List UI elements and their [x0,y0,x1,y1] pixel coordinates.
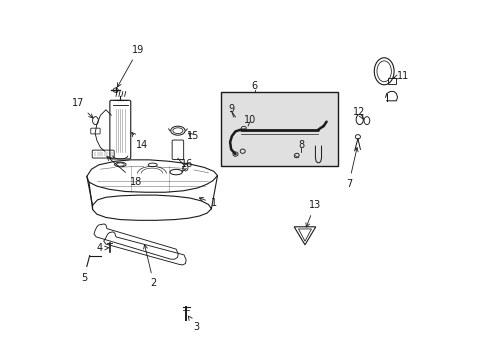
Text: 2: 2 [143,245,157,288]
Text: 11: 11 [393,71,408,81]
Text: 9: 9 [228,104,234,114]
Text: 15: 15 [186,131,199,141]
Text: 18: 18 [107,157,142,187]
Text: 8: 8 [297,140,304,150]
Text: 19: 19 [117,45,144,87]
Text: 12: 12 [352,107,365,120]
Text: 10: 10 [244,114,256,125]
Text: 3: 3 [188,316,199,332]
Text: 5: 5 [81,273,87,283]
Text: 13: 13 [305,200,320,227]
Text: 14: 14 [131,132,148,150]
Text: 17: 17 [72,98,93,118]
Text: 4: 4 [96,243,108,253]
Text: 16: 16 [181,159,193,172]
Bar [221,92,337,166]
Text: 6: 6 [251,81,257,91]
Text: 7: 7 [345,148,357,189]
Text: 1: 1 [199,197,217,208]
